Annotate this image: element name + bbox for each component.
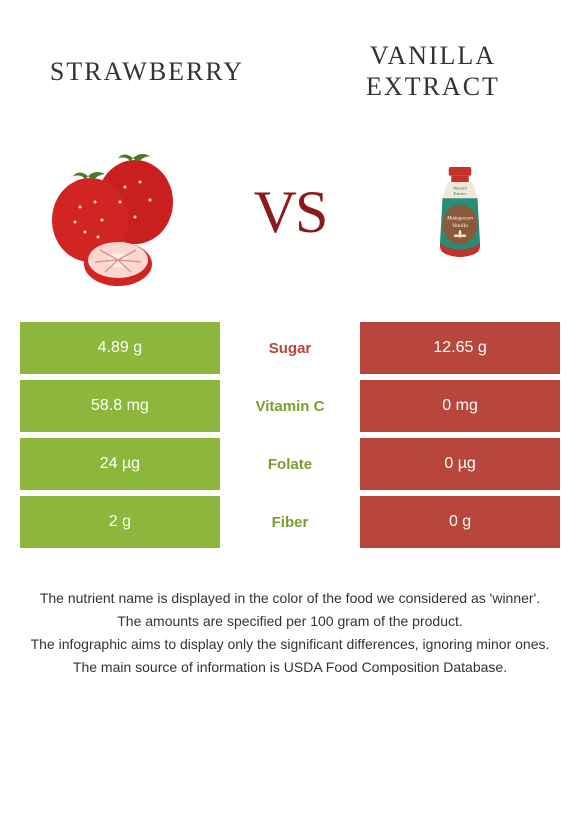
footnotes: The nutrient name is displayed in the co…	[0, 588, 580, 678]
svg-text:Natural: Natural	[452, 186, 467, 191]
cell-left-value: 2 g	[20, 496, 220, 548]
images-row: VS Natural Extract Madagascan Vanilla	[0, 112, 580, 322]
cell-left-value: 58.8 mg	[20, 380, 220, 432]
footnote-line: The nutrient name is displayed in the co…	[30, 588, 550, 609]
vs-label: VS	[254, 178, 327, 247]
cell-nutrient-name: Folate	[220, 438, 360, 490]
vanilla-extract-image: Natural Extract Madagascan Vanilla	[380, 132, 540, 292]
title-right: VANILLA EXTRACT	[316, 40, 550, 102]
svg-text:Vanilla: Vanilla	[452, 223, 468, 229]
cell-right-value: 0 g	[360, 496, 560, 548]
strawberry-image	[40, 132, 200, 292]
table-row: 58.8 mgVitamin C0 mg	[20, 380, 560, 432]
header: STRAWBERRY VANILLA EXTRACT	[0, 0, 580, 112]
svg-text:Extract: Extract	[453, 192, 468, 197]
cell-right-value: 0 mg	[360, 380, 560, 432]
svg-text:Madagascan: Madagascan	[446, 217, 473, 222]
comparison-table: 4.89 gSugar12.65 g 58.8 mgVitamin C0 mg 24…	[20, 322, 560, 548]
cell-nutrient-name: Fiber	[220, 496, 360, 548]
cell-nutrient-name: Sugar	[220, 322, 360, 374]
table-row: 2 gFiber0 g	[20, 496, 560, 548]
cell-nutrient-name: Vitamin C	[220, 380, 360, 432]
table-row: 4.89 gSugar12.65 g	[20, 322, 560, 374]
cell-left-value: 4.89 g	[20, 322, 220, 374]
cell-right-value: 0 µg	[360, 438, 560, 490]
cell-left-value: 24 µg	[20, 438, 220, 490]
title-left: STRAWBERRY	[30, 56, 264, 87]
footnote-line: The main source of information is USDA F…	[30, 657, 550, 678]
footnote-line: The infographic aims to display only the…	[30, 634, 550, 655]
footnote-line: The amounts are specified per 100 gram o…	[30, 611, 550, 632]
table-row: 24 µgFolate0 µg	[20, 438, 560, 490]
cell-right-value: 12.65 g	[360, 322, 560, 374]
